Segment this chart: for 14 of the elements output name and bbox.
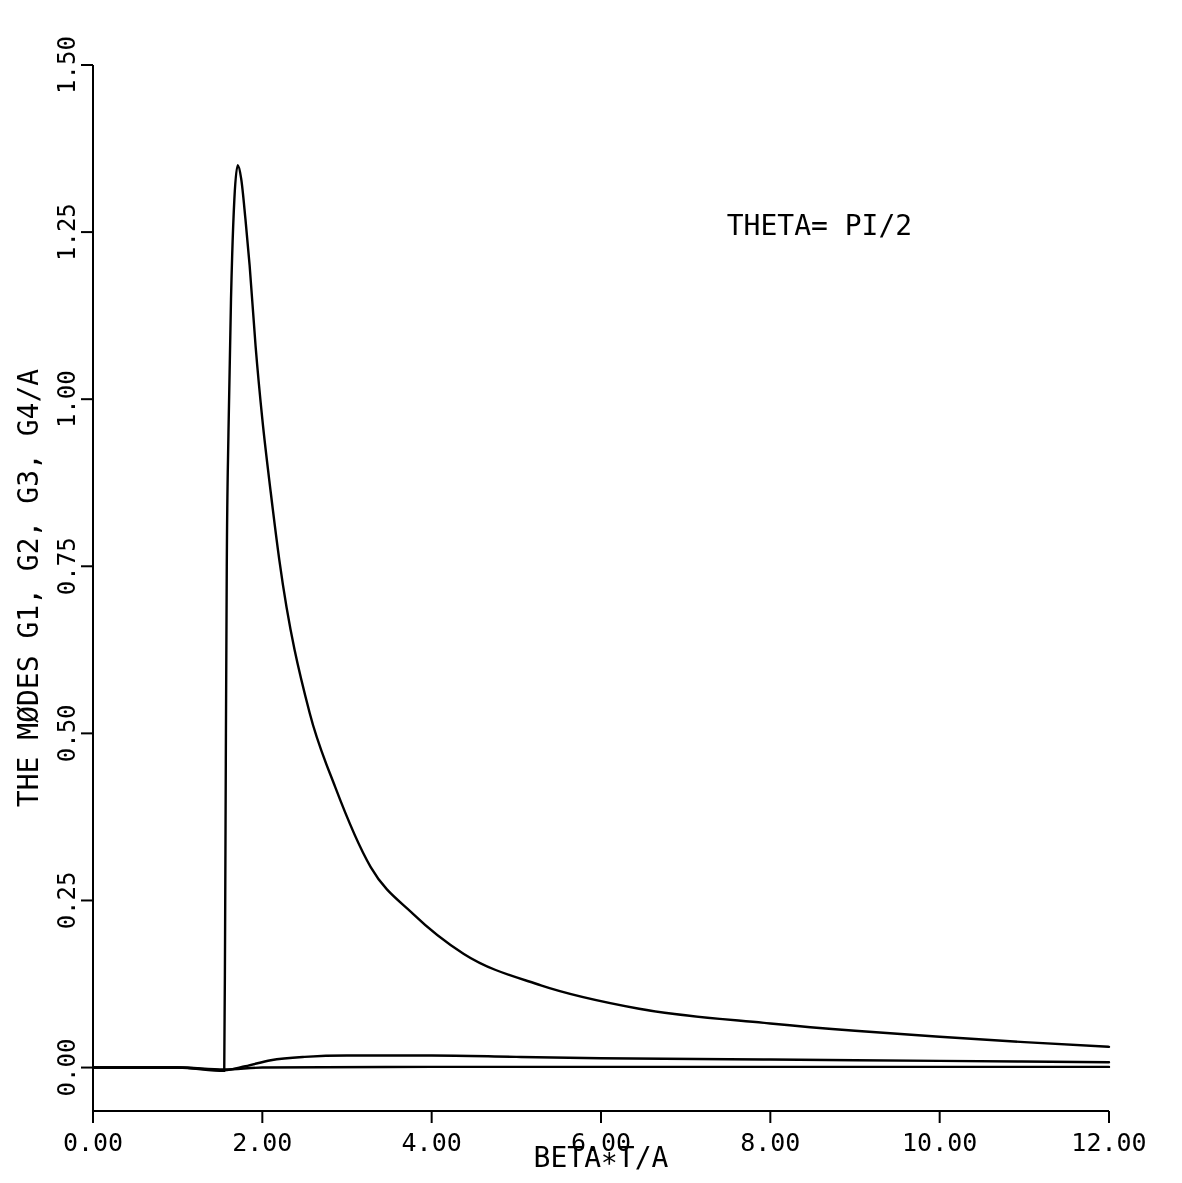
y-tick-label: 0.75 (53, 537, 81, 596)
x-tick-label: 10.00 (902, 1128, 978, 1157)
y-tick-label: 0.50 (53, 704, 81, 763)
y-tick-label: 0.25 (53, 871, 81, 930)
x-tick-label: 8.00 (740, 1128, 801, 1157)
y-tick-label: 1.50 (53, 36, 81, 94)
y-tick-label: 1.25 (53, 203, 81, 261)
y-tick-label: 0.00 (53, 1038, 81, 1097)
y-axis-title: THE MØDES G1, G2, G3, G4/A (12, 368, 45, 808)
x-tick-label: 2.00 (232, 1128, 293, 1157)
annotation: THETA= PI/2 (726, 209, 913, 242)
x-tick-label: 12.00 (1071, 1128, 1147, 1157)
y-tick-label: 1.00 (53, 370, 81, 429)
x-tick-label: 4.00 (401, 1128, 462, 1157)
